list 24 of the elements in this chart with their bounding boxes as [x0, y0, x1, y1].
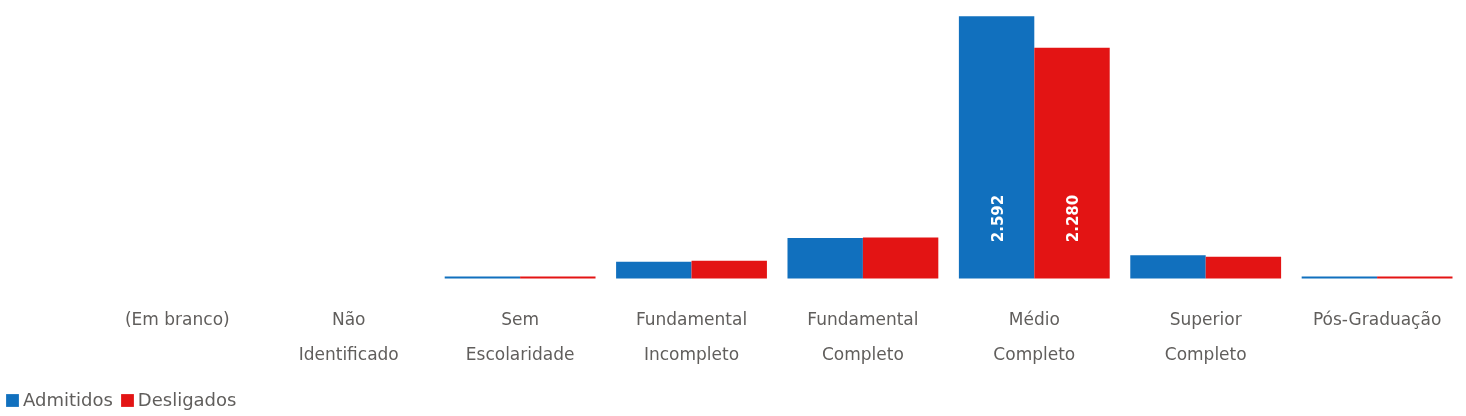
- x-tick-label: Não Identificado: [298, 308, 399, 364]
- bar: [958, 16, 1035, 279]
- x-tick-label: (Em branco): [124, 308, 230, 329]
- x-tick-label: Pós-Graduação: [1312, 308, 1442, 329]
- bar: [1130, 255, 1206, 279]
- x-tick-label: Fundamental Incompleto: [635, 308, 748, 364]
- bar: [691, 260, 767, 279]
- data-label: 2.592: [988, 194, 1007, 243]
- bar: [1034, 47, 1110, 279]
- bar: [616, 261, 692, 279]
- bar: [520, 276, 596, 279]
- x-tick-label: Superior Completo: [1164, 308, 1247, 364]
- x-tick-label: Sem Escolaridade: [465, 308, 575, 364]
- x-tick-label: Fundamental Completo: [807, 308, 919, 364]
- legend-label: Desligados: [137, 389, 237, 410]
- legend-label: Admitidos: [23, 389, 113, 410]
- x-tick-label: Médio Completo: [993, 308, 1076, 364]
- bar: [787, 238, 863, 279]
- data-label: 2.280: [1064, 194, 1083, 243]
- bar: [1301, 276, 1378, 279]
- bar: [862, 237, 939, 279]
- bar: [1205, 256, 1282, 279]
- bar: [1377, 276, 1453, 279]
- bar: [444, 276, 521, 279]
